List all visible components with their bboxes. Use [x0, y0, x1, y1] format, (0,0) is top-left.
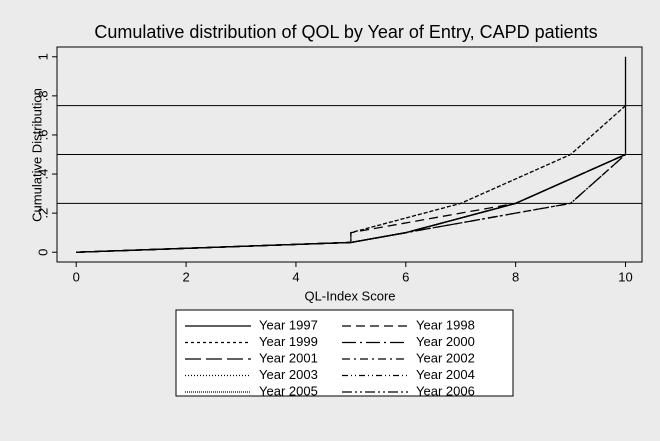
y-axis-title: Cumulative Distribution: [29, 88, 44, 222]
y-tick-label: .8: [35, 90, 50, 101]
legend-label: Year 2005: [259, 383, 318, 398]
chart-title: Cumulative distribution of QOL by Year o…: [94, 22, 597, 42]
legend-label: Year 2006: [416, 383, 475, 398]
y-tick-label: 1: [35, 53, 50, 60]
legend-label: Year 2004: [416, 367, 475, 382]
y-tick-label: .4: [35, 169, 50, 180]
x-tick-label: 0: [73, 269, 80, 284]
series-line: [76, 153, 626, 253]
legend-label: Year 1997: [259, 317, 318, 332]
legend-label: Year 1998: [416, 317, 475, 332]
y-tick-label: .6: [35, 130, 50, 141]
x-axis-title: QL-Index Score: [304, 288, 395, 303]
y-tick-label: 0: [35, 249, 50, 256]
legend: [175, 309, 514, 397]
legend-label: Year 2001: [259, 350, 318, 365]
x-tick-label: 8: [512, 269, 519, 284]
legend-label: Year 2003: [259, 367, 318, 382]
y-tick-label: .2: [35, 208, 50, 219]
legend-label: Year 2000: [416, 334, 475, 349]
x-tick-label: 6: [402, 269, 409, 284]
legend-label: Year 2002: [416, 350, 475, 365]
legend-label: Year 1999: [259, 334, 318, 349]
x-tick-label: 10: [618, 269, 632, 284]
x-tick-label: 4: [292, 269, 299, 284]
series-line: [76, 154, 626, 253]
x-tick-label: 2: [182, 269, 189, 284]
